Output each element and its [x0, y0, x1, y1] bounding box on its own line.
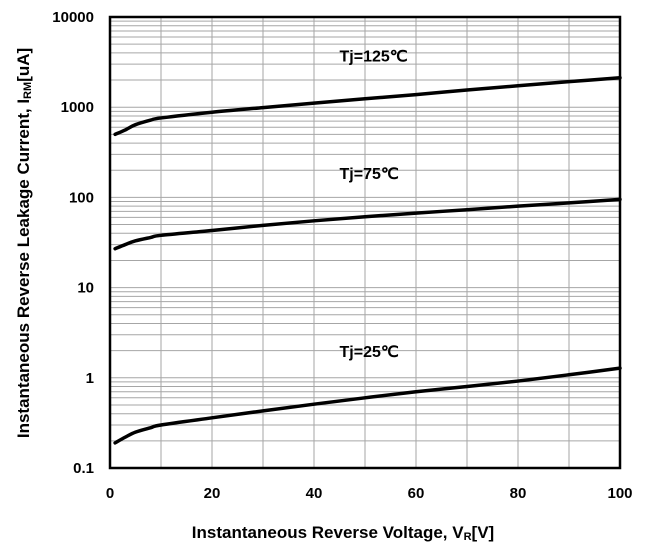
x-tick-label: 100 — [607, 485, 632, 502]
series-line-2 — [113, 197, 622, 251]
y-tick-labels: 0.1 1 10 100 1000 10000 — [52, 9, 94, 477]
series-label-3: Tj=25℃ — [340, 344, 399, 361]
x-tick-label: 40 — [306, 485, 323, 502]
y-tick-label: 0.1 — [73, 460, 94, 477]
grid-lines — [110, 17, 620, 468]
y-tick-label: 10 — [77, 280, 94, 297]
y-tick-label: 1000 — [61, 99, 94, 116]
series-curves — [113, 76, 622, 445]
y-axis-title: Instantaneous Reverse Leakage Current, I… — [14, 48, 34, 438]
series-labels: Tj=125℃ Tj=75℃ Tj=25℃ — [340, 49, 408, 361]
x-tick-labels: 0 20 40 60 80 100 — [106, 485, 633, 502]
y-tick-label: 1 — [86, 370, 94, 387]
plot-frame — [108, 15, 622, 470]
series-label-1: Tj=125℃ — [340, 49, 408, 66]
x-tick-label: 0 — [106, 485, 114, 502]
x-axis-title: Instantaneous Reverse Voltage, VR[V] — [192, 523, 494, 543]
series-label-2: Tj=75℃ — [340, 166, 399, 183]
y-tick-label: 100 — [69, 189, 94, 206]
series-line-1 — [113, 76, 622, 137]
x-tick-label: 60 — [408, 485, 425, 502]
y-tick-label: 10000 — [52, 9, 94, 26]
x-tick-label: 20 — [204, 485, 221, 502]
series-line-3 — [113, 366, 622, 445]
x-tick-label: 80 — [510, 485, 527, 502]
